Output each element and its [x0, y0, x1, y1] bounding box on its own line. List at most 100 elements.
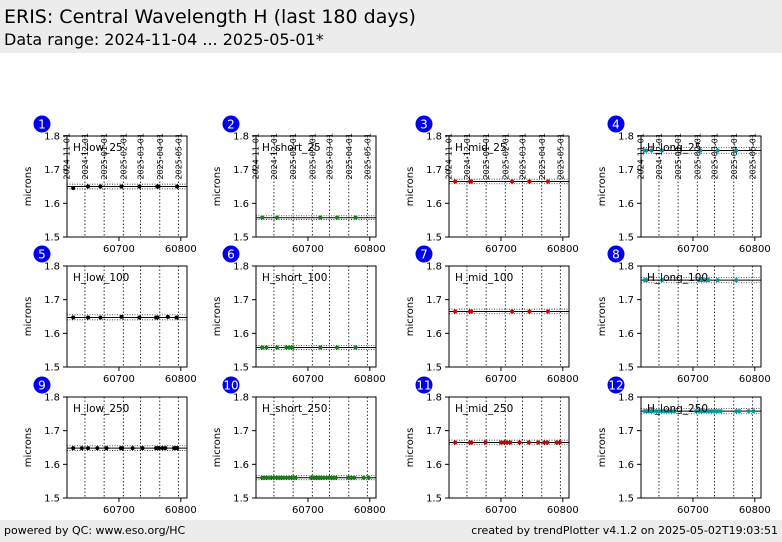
panel-number-label: 2: [227, 118, 235, 132]
data-point: [71, 186, 76, 191]
panel-name-label: H_short_100: [262, 272, 327, 284]
y-tick-label: 1.5: [426, 233, 442, 244]
data-point: [346, 475, 351, 480]
y-tick-label: 1.8: [233, 132, 249, 143]
data-point: [644, 278, 649, 283]
x-tick-label: 60800: [547, 244, 579, 255]
x-tick-label: 60800: [739, 374, 771, 385]
data-point: [505, 440, 510, 445]
data-point: [156, 446, 161, 451]
y-tick-label: 1.5: [233, 494, 249, 505]
x-tick-label: 60700: [485, 374, 517, 385]
y-axis-label: microns: [405, 167, 416, 207]
x-tick-label: 60800: [165, 505, 197, 516]
x-tick-label: 60800: [165, 374, 197, 385]
data-point: [330, 475, 335, 480]
data-point: [349, 475, 354, 480]
panel-name-label: H_low_25: [73, 142, 123, 154]
y-tick-label: 1.5: [44, 494, 60, 505]
data-point: [287, 345, 292, 350]
y-tick-label: 1.6: [426, 329, 442, 340]
panel-10: 1.5 1.6 1.7 1.8 60700 60800 microns H_short_250…: [212, 376, 386, 516]
panel-1: 2024-11-01 2024-12-01 2025-01-01 2025-02-01…: [23, 115, 197, 255]
y-tick-label: 1.5: [426, 494, 442, 505]
y-axis-label: microns: [212, 297, 223, 337]
y-tick-label: 1.6: [44, 199, 60, 210]
date-tick-label: 2024-12-01: [81, 133, 90, 180]
data-point: [672, 409, 677, 414]
y-tick-label: 1.7: [233, 426, 249, 437]
date-tick-label: 2025-02-01: [693, 133, 702, 180]
data-point: [649, 148, 654, 153]
data-point: [660, 148, 665, 153]
panel-3: 2024-11-01 2024-12-01 2025-01-01 2025-02-01…: [405, 115, 579, 255]
date-tick-label: 2025-03-01: [519, 133, 528, 180]
date-tick-label: 2025-03-01: [326, 133, 335, 180]
y-tick-label: 1.6: [426, 199, 442, 210]
panel-number-label: 8: [612, 248, 620, 262]
date-tick-label: 2025-01-01: [289, 133, 298, 180]
data-point: [706, 409, 711, 414]
data-point: [86, 315, 91, 320]
data-point: [71, 315, 76, 320]
data-point: [751, 409, 756, 414]
panel-number-label: 9: [38, 379, 46, 393]
panel-number-label: 4: [612, 118, 620, 132]
x-tick-label: 60800: [354, 505, 386, 516]
data-point: [508, 440, 513, 445]
plot-frame: [448, 265, 570, 368]
y-axis-label: microns: [597, 428, 608, 468]
panel-name-label: H_long_250: [647, 403, 708, 415]
y-tick-label: 1.8: [426, 262, 442, 273]
data-point: [284, 345, 289, 350]
date-tick-label: 2025-04-01: [538, 133, 547, 180]
data-point: [554, 440, 559, 445]
data-point: [324, 475, 329, 480]
data-point: [517, 440, 522, 445]
data-point: [656, 409, 661, 414]
data-point: [265, 475, 270, 480]
data-point: [694, 409, 699, 414]
y-axis-label: microns: [212, 167, 223, 207]
data-point: [335, 345, 340, 350]
x-tick-label: 60700: [677, 505, 709, 516]
panel-11: 1.5 1.6 1.7 1.8 60700 60800 microns H_mid_250 11: [405, 376, 579, 516]
data-point: [746, 409, 751, 414]
y-axis-label: microns: [405, 428, 416, 468]
panel-5: 1.5 1.6 1.7 1.8 60700 60800 microns H_low_100 5: [23, 245, 197, 385]
panel-number-badge: [33, 245, 51, 263]
page-title: ERIS: Central Wavelength H (last 180 day…: [4, 6, 416, 28]
data-point: [653, 409, 658, 414]
data-point: [734, 278, 739, 283]
data-point: [734, 148, 739, 153]
data-point: [352, 475, 357, 480]
data-point: [700, 409, 705, 414]
x-tick-label: 60700: [292, 244, 324, 255]
x-tick-label: 60700: [292, 374, 324, 385]
y-tick-label: 1.5: [618, 494, 634, 505]
panel-number-badge: [415, 115, 433, 133]
y-tick-label: 1.7: [618, 295, 634, 306]
y-axis-label: microns: [597, 167, 608, 207]
data-point: [510, 179, 515, 184]
data-point: [453, 440, 458, 445]
panel-number-badge: [222, 245, 240, 263]
page-subtitle: Data range: 2024-11-04 ... 2025-05-01*: [4, 30, 324, 49]
data-point: [715, 278, 720, 283]
data-point: [333, 475, 338, 480]
data-point: [644, 148, 649, 153]
data-point: [660, 278, 665, 283]
data-point: [483, 440, 488, 445]
data-point: [536, 440, 541, 445]
data-point: [469, 179, 474, 184]
data-point: [666, 409, 671, 414]
y-tick-label: 1.5: [233, 233, 249, 244]
data-point: [527, 309, 532, 314]
data-point: [287, 475, 292, 480]
x-tick-label: 60800: [547, 505, 579, 516]
data-point: [98, 315, 103, 320]
x-tick-label: 60700: [292, 505, 324, 516]
data-point: [86, 446, 91, 451]
data-point: [709, 409, 714, 414]
